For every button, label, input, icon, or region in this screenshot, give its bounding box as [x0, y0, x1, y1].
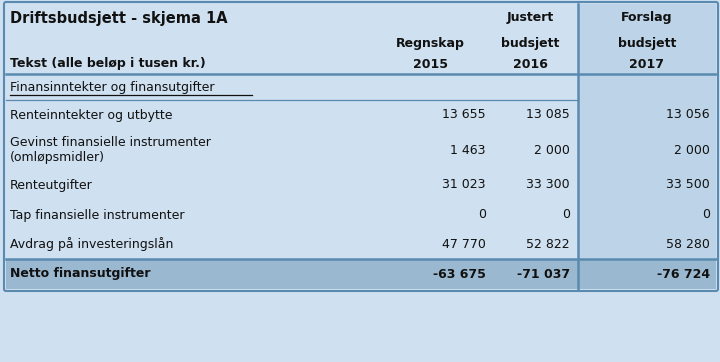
Text: 0: 0 — [562, 209, 570, 222]
Text: 2 000: 2 000 — [534, 143, 570, 156]
Text: -63 675: -63 675 — [433, 268, 486, 281]
Bar — [578, 4, 716, 289]
Text: 2015: 2015 — [413, 58, 448, 71]
Text: Regnskap: Regnskap — [395, 37, 464, 50]
Text: Renteinntekter og utbytte: Renteinntekter og utbytte — [10, 109, 173, 122]
Text: Tap finansielle instrumenter: Tap finansielle instrumenter — [10, 209, 184, 222]
Text: 13 085: 13 085 — [526, 109, 570, 122]
Bar — [6, 259, 716, 289]
Text: 52 822: 52 822 — [526, 238, 570, 251]
Text: 2017: 2017 — [629, 58, 665, 71]
Text: 47 770: 47 770 — [442, 238, 486, 251]
Text: 2 000: 2 000 — [674, 143, 710, 156]
Text: 33 500: 33 500 — [666, 178, 710, 191]
Text: Gevinst finansielle instrumenter
(omløpsmidler): Gevinst finansielle instrumenter (omløps… — [10, 136, 211, 164]
Text: Justert: Justert — [506, 12, 554, 25]
Text: Finansinntekter og finansutgifter: Finansinntekter og finansutgifter — [10, 80, 215, 93]
Text: Tekst (alle beløp i tusen kr.): Tekst (alle beløp i tusen kr.) — [10, 58, 206, 71]
Text: 13 056: 13 056 — [667, 109, 710, 122]
Text: -76 724: -76 724 — [657, 268, 710, 281]
Text: 2016: 2016 — [513, 58, 547, 71]
Text: Renteutgifter: Renteutgifter — [10, 178, 93, 191]
Text: 0: 0 — [702, 209, 710, 222]
Text: 0: 0 — [478, 209, 486, 222]
Text: Driftsbudsjett - skjema 1A: Driftsbudsjett - skjema 1A — [10, 10, 228, 25]
Text: 58 280: 58 280 — [666, 238, 710, 251]
Text: budsjett: budsjett — [618, 37, 676, 50]
Text: Netto finansutgifter: Netto finansutgifter — [10, 268, 150, 281]
Text: 1 463: 1 463 — [451, 143, 486, 156]
Text: 33 300: 33 300 — [526, 178, 570, 191]
Text: 13 655: 13 655 — [442, 109, 486, 122]
Text: budsjett: budsjett — [501, 37, 559, 50]
Text: 31 023: 31 023 — [443, 178, 486, 191]
Text: -71 037: -71 037 — [517, 268, 570, 281]
Text: Forslag: Forslag — [621, 12, 672, 25]
Text: Avdrag på investeringslån: Avdrag på investeringslån — [10, 237, 174, 252]
